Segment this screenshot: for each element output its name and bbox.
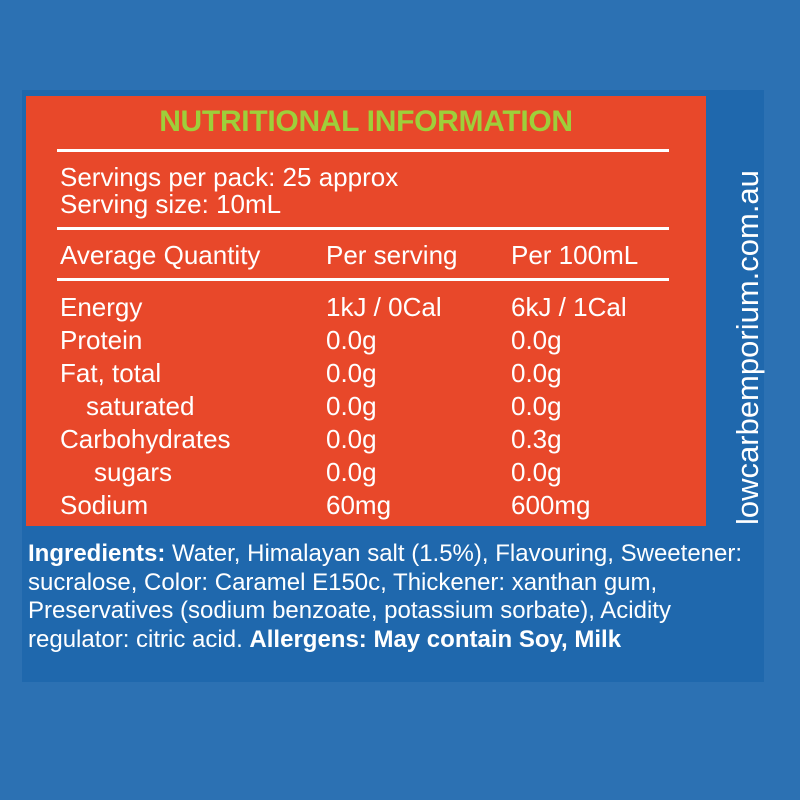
- serving-size: Serving size: 10mL: [60, 189, 282, 219]
- row-protein-name: Protein: [60, 325, 143, 355]
- row-energy-per-100ml: 6kJ / 1Cal: [511, 292, 627, 322]
- row-sugars-per-100ml: 0.0g: [511, 457, 562, 487]
- row-energy-per-serving: 1kJ / 0Cal: [326, 292, 442, 322]
- row-carbohydrates-per-100ml: 0.3g: [511, 424, 562, 454]
- row-fat-per-serving: 0.0g: [326, 358, 377, 388]
- row-carbohydrates-name: Carbohydrates: [60, 424, 231, 454]
- row-saturated-per-serving: 0.0g: [326, 391, 377, 421]
- row-sodium-per-100ml: 600mg: [511, 490, 591, 520]
- row-fat-per-100ml: 0.0g: [511, 358, 562, 388]
- row-protein-per-serving: 0.0g: [326, 325, 377, 355]
- header-per-100ml: Per 100mL: [511, 240, 639, 270]
- ingredients-text: Water, Himalayan salt (1.5%), Flavouring…: [28, 540, 743, 653]
- row-carbohydrates-per-serving: 0.0g: [326, 424, 377, 454]
- allergens-statement: Allergens: May contain Soy, Milk: [249, 625, 622, 653]
- row-sodium-name: Sodium: [60, 490, 149, 520]
- row-fat-name: Fat, total: [60, 358, 162, 388]
- row-protein-per-100ml: 0.0g: [511, 325, 562, 355]
- divider: [57, 149, 669, 152]
- nutrition-title: NUTRITIONAL INFORMATION: [159, 105, 573, 138]
- ingredients-label: Ingredients:: [28, 540, 166, 567]
- row-sugars-name: sugars: [94, 457, 173, 487]
- header-per-serving: Per serving: [326, 240, 458, 270]
- row-saturated-per-100ml: 0.0g: [511, 391, 562, 421]
- website-url-vertical: lowcarbemporium.com.au: [730, 170, 765, 525]
- nutrition-panel: [26, 96, 706, 526]
- servings-per-pack: Servings per pack: 25 approx: [60, 162, 399, 192]
- row-saturated-name: saturated: [86, 391, 195, 421]
- row-sodium-per-serving: 60mg: [326, 490, 392, 520]
- row-energy-name: Energy: [60, 292, 143, 322]
- ingredients-block: Ingredients: Water, Himalayan salt (1.5%…: [28, 540, 758, 654]
- divider: [57, 227, 669, 230]
- row-sugars-per-serving: 0.0g: [326, 457, 377, 487]
- header-average-quantity: Average Quantity: [60, 240, 261, 270]
- divider: [57, 278, 669, 281]
